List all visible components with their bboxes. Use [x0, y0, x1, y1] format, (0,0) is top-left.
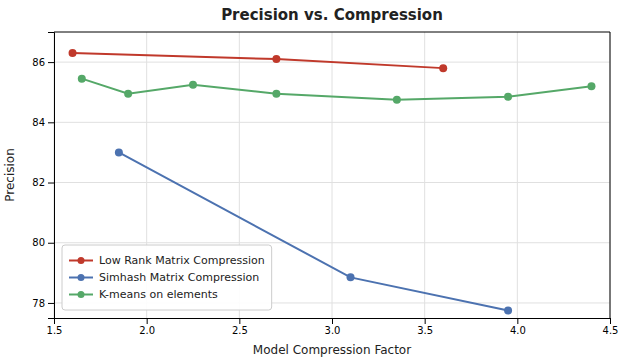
- grid-line-x: [517, 32, 518, 318]
- grid-line-x: [332, 32, 333, 318]
- tick: 82: [32, 177, 54, 188]
- tick: 4.5: [603, 318, 619, 336]
- series-line: [73, 53, 444, 68]
- legend: Low Rank Matrix Compression Simhash Matri…: [62, 245, 272, 310]
- tick: 1.5: [47, 318, 63, 336]
- tick-mark: [239, 318, 240, 324]
- grid-line-y: [54, 182, 610, 183]
- point-marker: [587, 82, 595, 90]
- y-axis: 78 80 82 84 86: [32, 33, 54, 319]
- legend-item: Low Rank Matrix Compression: [69, 254, 265, 267]
- grid-line-x: [424, 32, 425, 318]
- axis-line: [55, 319, 611, 325]
- tick-mark: [517, 318, 518, 324]
- tick-label: 84: [32, 117, 45, 128]
- tick-mark: [425, 318, 426, 324]
- tick: 3.0: [325, 318, 341, 336]
- tick-label: 80: [32, 237, 45, 248]
- tick: 2.0: [139, 318, 155, 336]
- point-marker: [189, 81, 197, 89]
- grid: [54, 32, 610, 318]
- grid-line-y: [54, 122, 610, 123]
- tick-mark: [48, 62, 54, 63]
- tick-label: 3.5: [417, 325, 433, 336]
- tick: 2.5: [232, 318, 248, 336]
- legend-marker: [78, 291, 85, 298]
- point-marker: [347, 273, 355, 281]
- point-marker: [272, 90, 280, 98]
- tick: 3.5: [417, 318, 433, 336]
- tick-mark: [147, 318, 148, 324]
- legend-box: [62, 245, 272, 310]
- tick-mark: [48, 183, 54, 184]
- chart-title: Precision vs. Compression: [221, 6, 443, 24]
- tick-mark: [48, 122, 54, 123]
- tick: 84: [32, 117, 54, 128]
- x-axis-title: Model Compression Factor: [253, 343, 411, 357]
- tick-label: 86: [32, 57, 45, 68]
- axis-line: [48, 33, 55, 319]
- data-marks: [69, 49, 596, 314]
- legend-item: Simhash Matrix Compression: [69, 271, 259, 284]
- tick-mark: [610, 318, 611, 324]
- legend-marker: [78, 257, 85, 264]
- tick-mark: [48, 303, 54, 304]
- x-axis: 1.5 2.0 2.5 3.0 3.5 4.0 4.5: [47, 318, 619, 336]
- tick-label: 82: [32, 177, 45, 188]
- series-line: [82, 79, 592, 100]
- tick-label: 2.0: [139, 325, 155, 336]
- tick-label: 2.5: [232, 325, 248, 336]
- tick-mark: [332, 318, 333, 324]
- tick-label: 4.5: [603, 325, 619, 336]
- point-marker: [439, 64, 447, 72]
- tick-label: 4.0: [510, 325, 526, 336]
- tick: 4.0: [510, 318, 526, 336]
- y-axis-title: Precision: [3, 148, 17, 202]
- legend-label: Low Rank Matrix Compression: [99, 254, 265, 267]
- tick-label: 1.5: [47, 325, 63, 336]
- point-marker: [393, 96, 401, 104]
- legend-label: Simhash Matrix Compression: [99, 271, 259, 284]
- point-marker: [504, 306, 512, 314]
- legend-label: K-means on elements: [99, 288, 218, 301]
- tick: 86: [32, 57, 54, 68]
- point-marker: [272, 55, 280, 63]
- tick: 78: [32, 298, 54, 309]
- tick-label: 78: [32, 298, 45, 309]
- grid-line-y: [54, 242, 610, 243]
- tick: 80: [32, 237, 54, 248]
- tick-label: 3.0: [325, 325, 341, 336]
- legend-marker: [78, 274, 85, 281]
- point-marker: [78, 75, 86, 83]
- legend-item: K-means on elements: [69, 288, 218, 301]
- point-marker: [124, 90, 132, 98]
- chart: 1.5 2.0 2.5 3.0 3.5 4.0 4.5 78 80 82 84 86 Low Rank …: [0, 0, 625, 362]
- point-marker: [115, 148, 123, 156]
- tick-mark: [48, 243, 54, 244]
- plot-area: 1.5 2.0 2.5 3.0 3.5 4.0 4.5 78 80 82 84 86 Low Rank …: [32, 32, 618, 336]
- point-marker: [69, 49, 77, 57]
- plot-frame: [54, 32, 610, 318]
- point-marker: [504, 93, 512, 101]
